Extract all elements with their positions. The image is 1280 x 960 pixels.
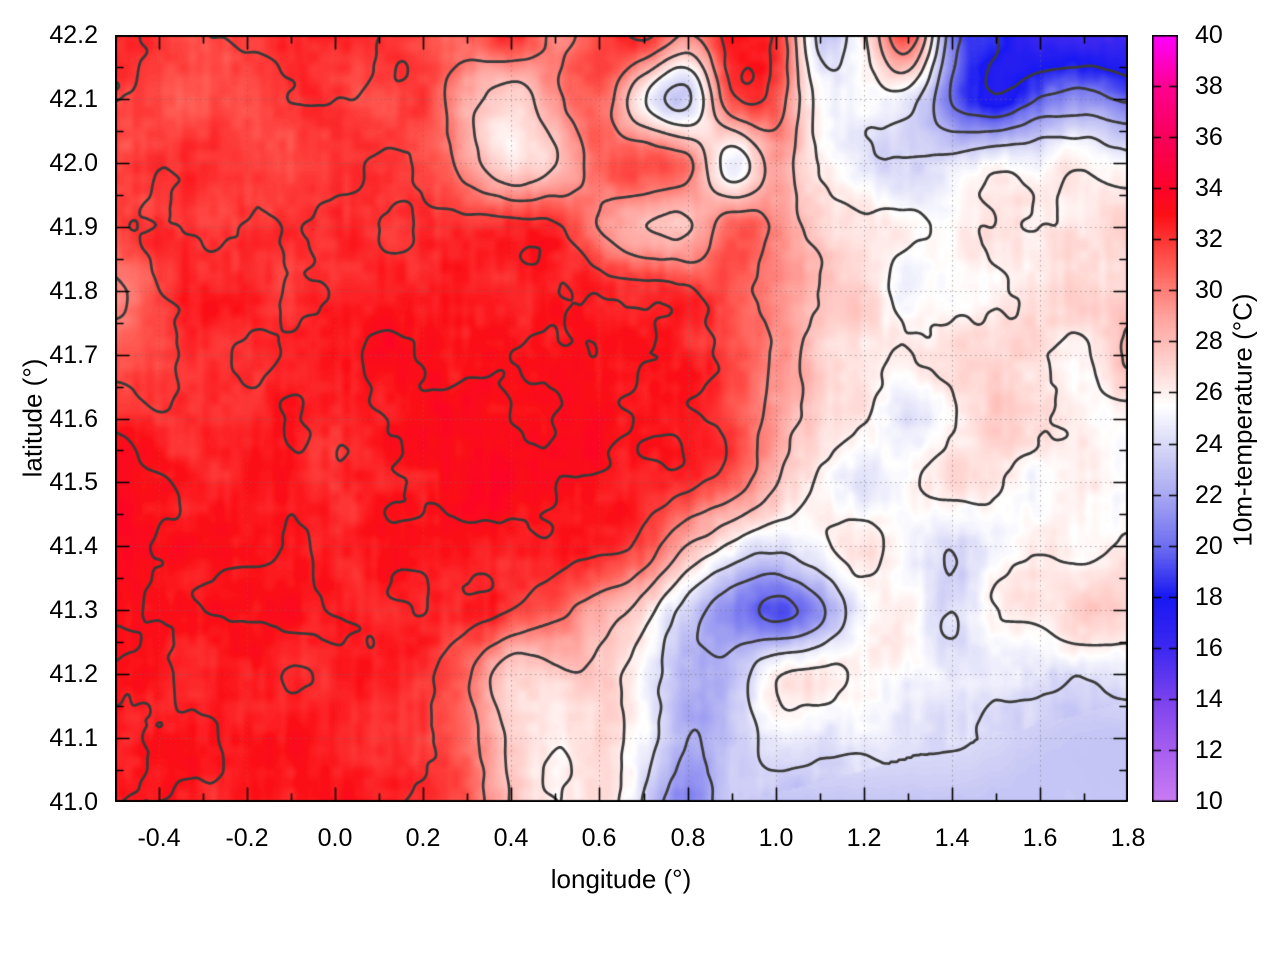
colorbar-tick-label: 24 — [1195, 430, 1223, 458]
colorbar-tick-label: 20 — [1195, 532, 1223, 560]
y-axis-title: latitude (°) — [17, 358, 48, 478]
colorbar-tick-label: 26 — [1195, 378, 1223, 406]
y-tick-label: 41.7 — [49, 341, 98, 369]
y-tick-label: 41.2 — [49, 660, 98, 688]
colorbar-tick-label: 34 — [1195, 174, 1223, 202]
colorbar-tick-label: 30 — [1195, 276, 1223, 304]
y-tick-label: 42.1 — [49, 85, 98, 113]
colorbar-gradient — [1152, 35, 1178, 802]
x-tick-label: 1.0 — [758, 824, 794, 852]
y-tick-label: 41.9 — [49, 213, 98, 241]
colorbar-tick-label: 36 — [1195, 123, 1223, 151]
y-tick-label: 41.0 — [49, 788, 98, 816]
y-tick-label: 41.8 — [49, 277, 98, 305]
x-tick-label: 1.8 — [1110, 824, 1146, 852]
x-tick-label: 1.2 — [846, 824, 882, 852]
y-tick-label: 41.3 — [49, 596, 98, 624]
colorbar-tick-label: 12 — [1195, 736, 1223, 764]
x-tick-label: 1.6 — [1022, 824, 1058, 852]
colorbar-tick-label: 32 — [1195, 225, 1223, 253]
colorbar-tick-label: 18 — [1195, 583, 1223, 611]
x-tick-label: 0.2 — [405, 824, 441, 852]
x-tick-label: 0.8 — [670, 824, 706, 852]
y-tick-label: 41.4 — [49, 532, 98, 560]
colorbar-tick-label: 14 — [1195, 685, 1223, 713]
colorbar-title: 10m-temperature (°C) — [1227, 293, 1258, 547]
x-tick-label: 1.4 — [934, 824, 970, 852]
colorbar-tick-label: 10 — [1195, 787, 1223, 815]
colorbar-tick-label: 38 — [1195, 72, 1223, 100]
heatmap-plot-area — [115, 35, 1128, 802]
x-tick-label: 0.4 — [493, 824, 529, 852]
colorbar-tick-label: 22 — [1195, 481, 1223, 509]
x-tick-label: 0.0 — [317, 824, 353, 852]
y-tick-label: 41.1 — [49, 724, 98, 752]
colorbar-tick-label: 16 — [1195, 634, 1223, 662]
y-tick-label: 42.0 — [49, 149, 98, 177]
x-tick-label: -0.2 — [225, 824, 269, 852]
colorbar-tick-label: 40 — [1195, 21, 1223, 49]
x-tick-label: -0.4 — [137, 824, 181, 852]
colorbar-tick-label: 28 — [1195, 327, 1223, 355]
y-tick-label: 41.6 — [49, 405, 98, 433]
x-axis-title: longitude (°) — [550, 864, 692, 894]
y-tick-label: 42.2 — [49, 21, 98, 49]
x-tick-label: 0.6 — [581, 824, 617, 852]
y-tick-label: 41.5 — [49, 468, 98, 496]
